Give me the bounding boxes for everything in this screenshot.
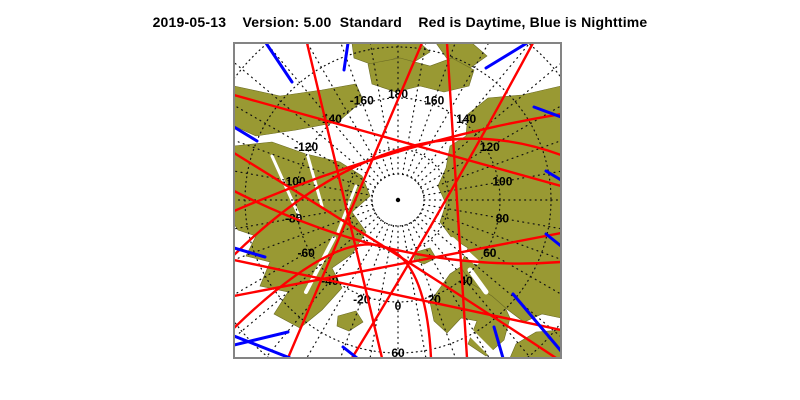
sea-channel bbox=[270, 154, 302, 220]
north-pole-marker bbox=[395, 197, 401, 203]
landmass-iceland bbox=[336, 310, 364, 332]
longitude-label: 140 bbox=[456, 112, 476, 126]
daytime-track bbox=[234, 112, 561, 213]
longitude-label: 120 bbox=[480, 140, 500, 154]
daytime-track bbox=[234, 231, 561, 298]
longitude-label: 100 bbox=[492, 175, 512, 189]
daytime-track bbox=[305, 43, 384, 358]
nighttime-track bbox=[544, 232, 561, 248]
nighttime-track bbox=[342, 43, 350, 72]
nighttime-track bbox=[544, 169, 561, 182]
sea-channel bbox=[304, 148, 324, 208]
sea-channel bbox=[467, 267, 489, 295]
nighttime-track bbox=[234, 330, 290, 347]
longitude-label: 80 bbox=[496, 211, 510, 225]
longitude-label: 160 bbox=[424, 93, 444, 107]
longitude-label: -160 bbox=[350, 93, 374, 107]
nighttime-track bbox=[234, 246, 267, 259]
longitude-label: 0 bbox=[395, 299, 402, 313]
nighttime-track bbox=[484, 43, 529, 70]
daytime-track bbox=[286, 43, 424, 358]
nighttime-track bbox=[264, 43, 294, 84]
daytime-track bbox=[234, 137, 561, 257]
nighttime-track bbox=[234, 334, 292, 358]
daytime-track bbox=[234, 243, 433, 358]
map-frame bbox=[233, 42, 562, 359]
nighttime-track bbox=[532, 105, 561, 119]
longitude-label: -60 bbox=[298, 246, 316, 260]
latitude-label: 60 bbox=[391, 346, 405, 360]
nighttime-track bbox=[341, 345, 359, 358]
longitude-label: 180 bbox=[388, 87, 408, 101]
daytime-track bbox=[234, 93, 561, 188]
plot-title: 2019-05-13 Version: 5.00 Standard Red is… bbox=[152, 14, 648, 30]
daytime-track bbox=[350, 43, 535, 358]
landmass-arctic-islands-ne bbox=[435, 43, 488, 69]
daytime-track bbox=[445, 43, 469, 358]
daytime-track bbox=[234, 258, 561, 332]
map-content: 0 20406080100120140160180-160-140-120-100… bbox=[234, 43, 561, 360]
daytime-track bbox=[234, 189, 561, 265]
nighttime-track bbox=[511, 292, 561, 353]
longitude-label: 60 bbox=[483, 246, 497, 260]
longitude-label: -120 bbox=[294, 140, 318, 154]
nighttime-track bbox=[492, 325, 505, 358]
nighttime-track bbox=[234, 125, 259, 143]
